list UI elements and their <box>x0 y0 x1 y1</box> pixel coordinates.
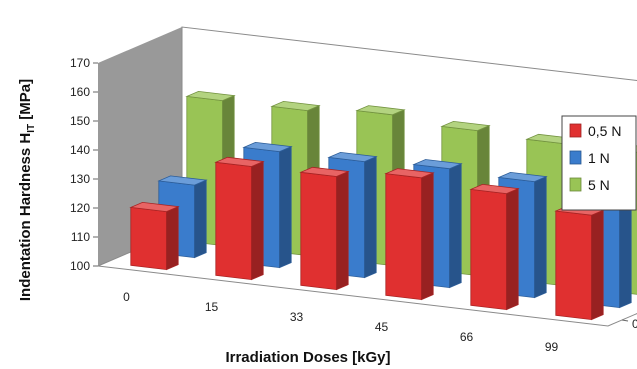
bars <box>129 90 637 321</box>
bar-side <box>279 145 292 269</box>
bar-top <box>469 183 520 195</box>
bar <box>214 156 265 281</box>
y-tick-label: 100 <box>70 259 90 273</box>
bar-front <box>300 171 337 291</box>
bar-side <box>364 155 377 279</box>
x-tick-labels: 0 15 33 45 66 99 <box>123 290 558 354</box>
bar <box>554 205 605 321</box>
y-tick-label: 170 <box>70 56 90 70</box>
bar-top <box>327 151 378 163</box>
bar-side <box>506 187 519 311</box>
bar-side <box>251 160 264 281</box>
x-axis-title: Irradiation Doses [kGy] <box>225 349 390 366</box>
depth-tick-labels: 0,5 N1 N5 N <box>621 317 637 331</box>
y-tick-labels: 100 110 120 130 140 150 160 170 <box>70 56 98 273</box>
x-tick-label: 33 <box>290 310 304 324</box>
bar-side <box>449 163 462 289</box>
bar-top <box>384 168 435 179</box>
y-tick-label: 140 <box>70 143 90 157</box>
legend-swatch <box>569 150 582 165</box>
y-tick-label: 160 <box>70 85 90 99</box>
bar-top <box>497 171 548 183</box>
legend-swatch <box>569 123 582 138</box>
legend-swatch <box>569 177 582 192</box>
bar-side <box>194 179 207 259</box>
depth-tick-label: 0,5 N <box>632 317 637 331</box>
bar-top <box>440 120 491 132</box>
bar <box>384 168 435 301</box>
legend: 0,5 N 1 N 5 N <box>561 115 637 211</box>
legend-label: 5 N <box>588 177 610 193</box>
x-tick-label: 15 <box>205 300 219 314</box>
bar-top <box>355 105 406 116</box>
bar-top <box>157 175 208 186</box>
bar-front <box>470 188 507 311</box>
bar-side <box>336 170 349 291</box>
y-tick-label: 120 <box>70 201 90 215</box>
y-tick-label: 110 <box>71 230 90 244</box>
bar-front <box>215 161 252 281</box>
bar-top <box>242 141 293 153</box>
bar <box>129 201 180 271</box>
bar-top <box>270 100 321 112</box>
x-tick-label: 45 <box>375 320 389 334</box>
y-axis-title: Indentation Hardness HIT [MPa] <box>17 79 37 301</box>
bar-side <box>421 172 434 301</box>
bar-top <box>129 201 180 213</box>
bar-top <box>412 159 463 170</box>
legend-label: 0,5 N <box>588 123 621 139</box>
x-tick-label: 0 <box>123 290 130 304</box>
bar-side <box>591 209 604 321</box>
bar-side <box>166 205 179 271</box>
x-tick-label: 66 <box>460 330 474 344</box>
y-tick-label: 130 <box>70 172 90 186</box>
bar-side <box>534 175 547 299</box>
x-tick-label: 99 <box>545 340 559 354</box>
depth-tick-mark <box>621 319 629 322</box>
bar-top <box>185 90 236 102</box>
y-tick-label: 150 <box>70 114 90 128</box>
bar-front <box>555 210 592 321</box>
bar-front <box>130 206 167 271</box>
bar <box>469 183 520 311</box>
bar <box>299 166 350 291</box>
bar-top <box>214 156 265 167</box>
legend-label: 1 N <box>588 150 610 166</box>
bar-top <box>299 166 350 177</box>
bar-front <box>385 173 422 301</box>
